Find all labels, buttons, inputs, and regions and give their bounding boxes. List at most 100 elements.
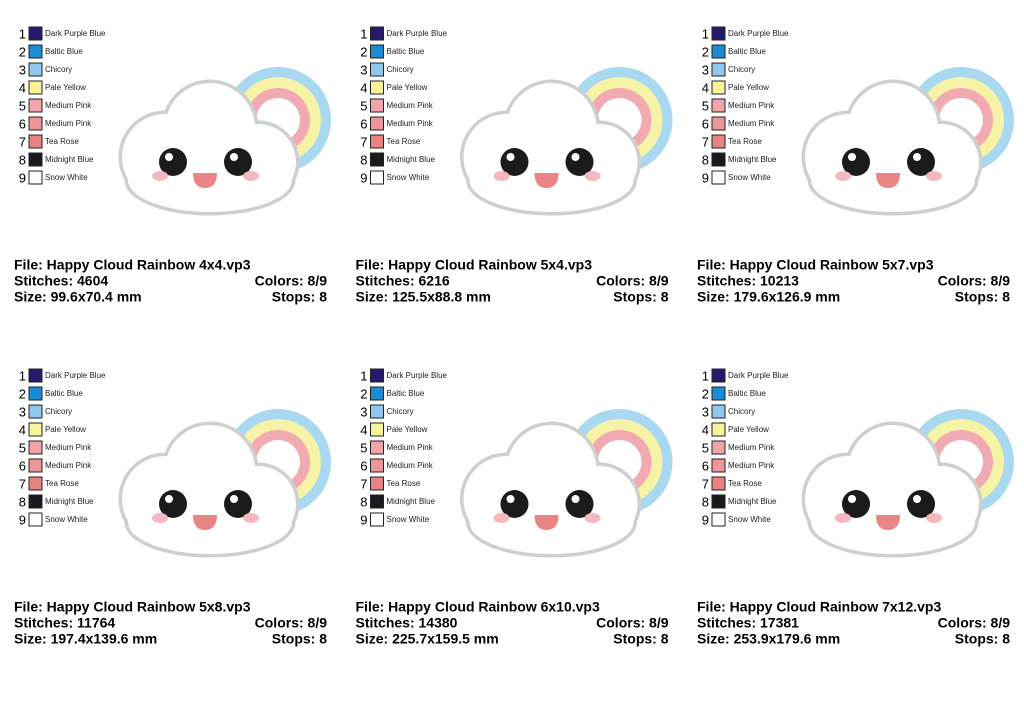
color-number: 9 — [19, 512, 26, 527]
color-swatch — [711, 512, 726, 527]
color-name: Dark Purple Blue — [45, 29, 106, 38]
color-name: Medium Pink — [728, 101, 775, 110]
color-name: Medium Pink — [45, 119, 92, 128]
color-name: Tea Rose — [387, 137, 421, 146]
color-swatch — [28, 170, 43, 185]
design-panel: 1 Dark Purple Blue 2 Baltic Blue 3 Chicory 4 Pa… — [14, 26, 331, 305]
color-name: Snow White — [728, 515, 771, 524]
mouth — [193, 515, 217, 530]
color-number: 8 — [19, 152, 26, 167]
color-swatch — [711, 368, 726, 383]
color-name: Medium Pink — [387, 461, 434, 470]
color-name: Midnight Blue — [45, 155, 94, 164]
colors: Colors: 8/9 — [596, 273, 669, 289]
color-swatch — [711, 170, 726, 185]
color-number: 5 — [360, 440, 367, 455]
color-name: Tea Rose — [387, 479, 421, 488]
stitches: Stitches: 11764 — [14, 615, 115, 631]
cloud — [801, 79, 983, 216]
color-name: Midnight Blue — [728, 155, 777, 164]
file-name: File: Happy Cloud Rainbow 6x10.vp3 — [356, 599, 600, 615]
color-number: 9 — [19, 170, 26, 185]
color-number: 4 — [19, 80, 26, 95]
color-number: 6 — [19, 116, 26, 131]
mouth — [534, 515, 559, 530]
color-name: Snow White — [45, 173, 88, 182]
color-swatch — [370, 134, 384, 149]
color-number: 2 — [360, 44, 367, 59]
color-number: 1 — [19, 26, 26, 41]
color-swatch — [370, 440, 384, 455]
color-number: 7 — [702, 476, 709, 491]
color-number: 6 — [360, 458, 367, 473]
color-number: 8 — [19, 494, 26, 509]
color-number: 3 — [360, 62, 367, 77]
design-panel: 1 Dark Purple Blue 2 Baltic Blue 3 Chicory 4 Pa… — [356, 26, 673, 305]
cloud — [460, 421, 641, 558]
color-name: Pale Yellow — [728, 425, 769, 434]
color-swatch — [28, 152, 43, 167]
size: Size: 99.6x70.4 mm — [14, 289, 142, 305]
color-number: 7 — [360, 476, 367, 491]
color-number: 5 — [19, 98, 26, 113]
color-name: Dark Purple Blue — [728, 371, 789, 380]
color-name: Chicory — [728, 407, 755, 416]
color-name: Medium Pink — [728, 443, 775, 452]
color-swatch — [370, 422, 384, 437]
color-swatch — [711, 98, 726, 113]
color-swatch — [370, 458, 384, 473]
color-swatch — [28, 26, 43, 41]
color-number: 1 — [702, 368, 709, 383]
color-swatch — [711, 26, 726, 41]
color-name: Medium Pink — [387, 443, 434, 452]
color-name: Chicory — [45, 407, 72, 416]
color-name: Pale Yellow — [387, 83, 428, 92]
stitches: Stitches: 6216 — [356, 273, 450, 289]
color-swatch — [711, 80, 726, 95]
color-number: 2 — [19, 386, 26, 401]
color-name: Medium Pink — [45, 443, 92, 452]
eye-highlight — [913, 153, 921, 161]
color-swatch — [711, 116, 726, 131]
cloud — [118, 79, 300, 216]
eye-highlight — [230, 495, 238, 503]
cheek — [152, 171, 168, 181]
eye-highlight — [848, 153, 856, 161]
color-name: Medium Pink — [45, 461, 92, 470]
color-swatch — [370, 152, 384, 167]
stops: Stops: 8 — [613, 289, 668, 305]
cheek — [584, 171, 601, 181]
color-name: Chicory — [387, 65, 414, 74]
color-name: Medium Pink — [728, 119, 775, 128]
color-name: Tea Rose — [728, 137, 762, 146]
color-swatch — [711, 458, 726, 473]
eye-highlight — [230, 153, 238, 161]
color-number: 5 — [702, 440, 709, 455]
eye-highlight — [506, 495, 515, 503]
mouth — [193, 173, 217, 188]
color-swatch — [28, 440, 43, 455]
cheek — [493, 513, 510, 523]
color-swatch — [711, 44, 726, 59]
color-number: 5 — [702, 98, 709, 113]
stitches: Stitches: 17381 — [697, 615, 799, 631]
color-swatch — [370, 44, 384, 59]
color-name: Baltic Blue — [728, 389, 766, 398]
color-number: 3 — [702, 62, 709, 77]
color-number: 4 — [19, 422, 26, 437]
cheek — [152, 513, 168, 523]
color-swatch — [711, 494, 726, 509]
color-name: Midnight Blue — [387, 155, 436, 164]
color-name: Chicory — [387, 407, 414, 416]
size: Size: 253.9x179.6 mm — [697, 631, 840, 647]
color-swatch — [711, 422, 726, 437]
color-name: Midnight Blue — [45, 497, 94, 506]
color-swatch — [711, 404, 726, 419]
stops: Stops: 8 — [613, 631, 668, 647]
file-name: File: Happy Cloud Rainbow 7x12.vp3 — [697, 599, 941, 615]
color-name: Dark Purple Blue — [45, 371, 106, 380]
mouth — [534, 173, 559, 188]
size: Size: 225.7x159.5 mm — [356, 631, 499, 647]
cheek — [835, 513, 851, 523]
